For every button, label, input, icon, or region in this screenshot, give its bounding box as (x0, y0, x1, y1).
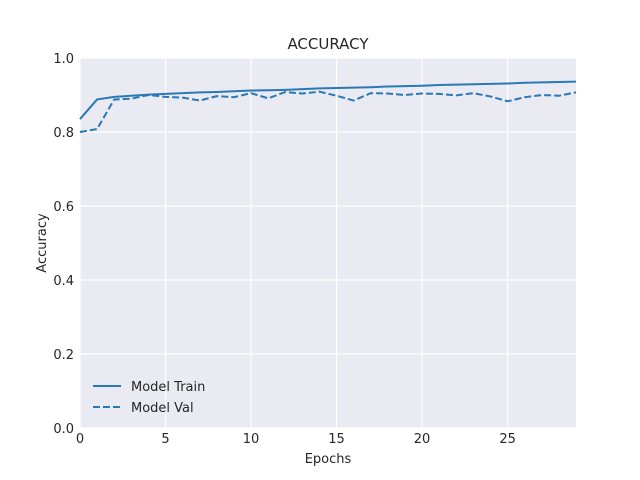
x-tick-label: 5 (161, 432, 169, 447)
plot-background (80, 58, 576, 428)
x-tick-label: 25 (499, 432, 516, 447)
y-tick-label: 1.0 (53, 52, 74, 67)
y-tick-label: 0.2 (53, 348, 74, 363)
x-tick-label: 15 (328, 432, 345, 447)
tick-labels: 0 5 10 15 20 25 0.0 0.2 0.4 0.6 0.8 1.0 (53, 52, 516, 447)
y-axis-label: Accuracy (35, 213, 50, 273)
chart-title: ACCURACY (287, 35, 369, 53)
legend: Model Train Model Val (93, 380, 205, 416)
series-layer (79, 80, 577, 133)
x-tick-label: 0 (76, 432, 84, 447)
y-tick-label: 0.4 (53, 274, 74, 289)
y-tick-label: 0.6 (53, 200, 74, 215)
legend-label-model-train: Model Train (131, 380, 205, 395)
x-tick-label: 10 (243, 432, 260, 447)
x-tick-label: 20 (414, 432, 431, 447)
y-tick-label: 0.8 (53, 126, 74, 141)
series-line-model-train (79, 80, 577, 120)
x-axis-label: Epochs (305, 452, 352, 467)
legend-label-model-val: Model Val (131, 401, 194, 416)
series-line-model-val (79, 90, 577, 133)
y-tick-label: 0.0 (53, 422, 74, 437)
grid (79, 57, 576, 429)
